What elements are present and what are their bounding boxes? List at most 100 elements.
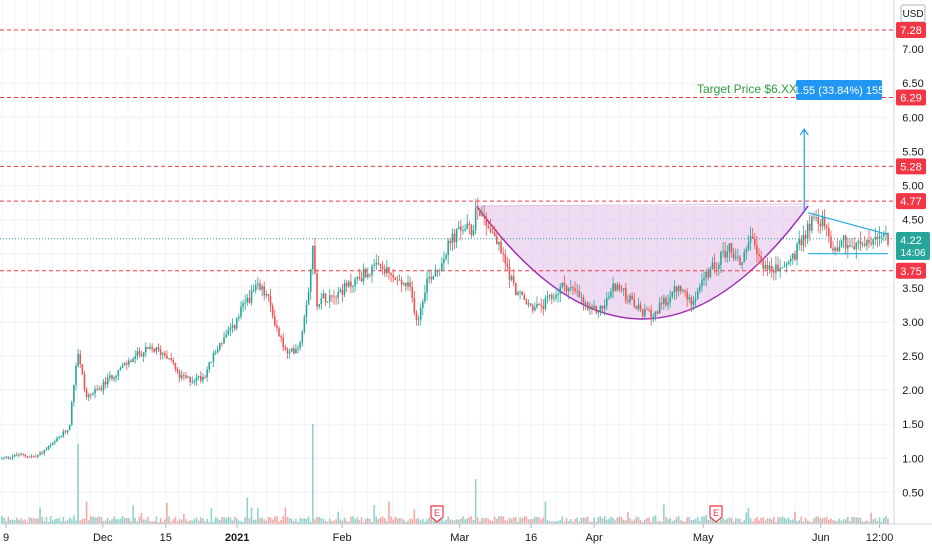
earnings-marker-2[interactable]: E [709, 505, 723, 523]
candle-body [794, 253, 796, 260]
time-axis-panel[interactable] [0, 524, 932, 550]
candle-body [185, 375, 187, 378]
volume-bar [328, 519, 331, 524]
volume-bar [658, 520, 661, 524]
candle-body [377, 262, 380, 265]
candle-body [690, 297, 693, 305]
time-tick-label: 15 [160, 532, 172, 544]
volume-bar [479, 521, 481, 524]
candle-body [96, 389, 98, 390]
volume-bar [529, 519, 532, 524]
price-tick-label: 7.00 [902, 44, 923, 56]
volume-bar [808, 521, 811, 524]
candle-body [603, 305, 606, 309]
volume-bar [208, 521, 211, 524]
candle-body [811, 216, 813, 231]
candle-body [589, 306, 591, 310]
volume-bar [11, 519, 14, 524]
candle-body [206, 369, 208, 378]
candle-body [367, 274, 369, 278]
volume-bar [240, 521, 242, 524]
volume-bar [428, 517, 430, 524]
candle-body [350, 281, 352, 287]
candle-body [728, 243, 731, 252]
volume-bar [827, 519, 830, 524]
volume-bar [309, 521, 312, 524]
volume-bar [794, 511, 796, 524]
candle-body [496, 236, 498, 245]
candle-body [823, 217, 826, 227]
candle-body [722, 251, 724, 252]
candle-body [538, 303, 540, 306]
candle-body [599, 305, 602, 312]
volume-bar [811, 521, 813, 524]
volume-bar [157, 521, 160, 524]
price-axis-panel[interactable] [894, 0, 932, 524]
volume-bar [787, 517, 790, 524]
earnings-marker-label: E [434, 508, 440, 518]
volume-bar [726, 518, 729, 524]
volume-bar [81, 519, 84, 524]
volume-bar [538, 517, 540, 524]
volume-bar [161, 521, 164, 524]
candle-body [164, 353, 166, 356]
candle-body [62, 431, 65, 437]
candle-body [885, 232, 887, 234]
volume-bar [221, 517, 223, 524]
candle-body [825, 226, 828, 229]
volume-bar [430, 518, 433, 524]
volume-bar [779, 517, 781, 524]
volume-bar [476, 517, 479, 524]
currency-badge[interactable] [900, 4, 926, 23]
volume-bar [183, 513, 185, 524]
volume-bar [878, 517, 881, 524]
volume-bar [199, 517, 202, 524]
candle-body [170, 358, 172, 361]
volume-bar [823, 517, 826, 524]
volume-bar [75, 520, 77, 524]
volume-bar [743, 520, 746, 524]
volume-bar [405, 521, 407, 524]
candle-body [424, 292, 426, 302]
volume-bar [679, 520, 682, 524]
candle-body [58, 437, 60, 439]
volume-bar [147, 516, 149, 524]
volume-bar [637, 517, 640, 524]
volume-bar [536, 517, 538, 524]
candle-body [798, 239, 800, 245]
volume-bar [9, 519, 12, 524]
earnings-marker-1[interactable]: E [430, 505, 444, 523]
volume-bar [322, 518, 325, 524]
candle-body [238, 316, 240, 319]
candle-body [149, 346, 151, 349]
candle-body [409, 282, 411, 287]
volume-bar [106, 517, 109, 524]
measure-box[interactable] [796, 80, 882, 100]
volume-bar [24, 519, 27, 524]
volume-bar [56, 518, 58, 524]
candle-body [411, 286, 414, 299]
volume-bar [777, 517, 779, 524]
volume-bar [102, 520, 105, 524]
volume-bar [555, 521, 557, 524]
candle-body [479, 209, 481, 216]
volume-bar [244, 517, 246, 524]
candle-body [489, 228, 492, 232]
candle-body [741, 262, 743, 265]
candle-body [312, 245, 314, 270]
candle-body [508, 266, 511, 280]
level-badge-label: 4.77 [900, 196, 921, 208]
candle-body [460, 226, 462, 231]
volume-bar [303, 518, 306, 524]
candle-body [144, 347, 147, 353]
volume-bar [853, 516, 855, 524]
candle-body [639, 304, 642, 310]
volume-bar [707, 519, 710, 524]
volume-bar [7, 516, 10, 524]
candle-body [449, 240, 452, 244]
volume-bar [58, 517, 60, 524]
candle-body [316, 273, 318, 307]
candle-body [591, 306, 593, 308]
candle-body [849, 245, 851, 247]
